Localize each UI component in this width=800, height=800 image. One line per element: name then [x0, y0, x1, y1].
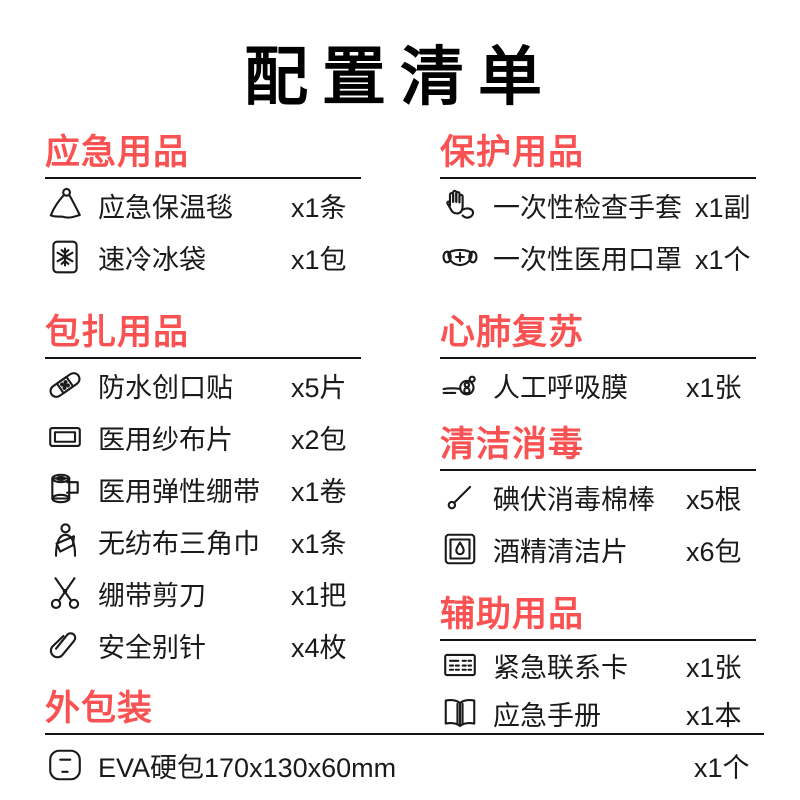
- item-qty: x6包: [686, 536, 742, 567]
- blanket-icon: [45, 185, 85, 225]
- item-label: EVA硬包170x130x60mm: [98, 752, 397, 783]
- item-label: 应急手册: [493, 700, 601, 731]
- contact-card-icon: [440, 645, 480, 685]
- ice-pack-icon: [45, 237, 85, 277]
- item-qty: x2包: [291, 424, 347, 455]
- item-label: 酒精清洁片: [493, 536, 628, 567]
- list-item: 人工呼吸膜 x1张: [440, 359, 756, 411]
- item-label: 碘伏消毒棉棒: [493, 484, 655, 515]
- gloves-icon: [440, 185, 480, 225]
- section-divider: [440, 639, 756, 641]
- list-item: 绷带剪刀 x1把: [45, 567, 361, 619]
- handbook-icon: [440, 693, 480, 733]
- list-item: 医用纱布片 x2包: [45, 411, 361, 463]
- item-qty: x1本: [686, 700, 742, 731]
- list-item: 紧急联系卡 x1张: [440, 641, 756, 689]
- face-mask-icon: [440, 237, 480, 277]
- bandaid-icon: [45, 365, 85, 405]
- section-heading: 包扎用品: [45, 313, 190, 352]
- list-item: 应急手册 x1本: [440, 689, 756, 737]
- list-item: EVA硬包170x130x60mm x1个: [45, 735, 764, 793]
- list-item: 酒精清洁片 x6包: [440, 523, 756, 575]
- section-cleaning: 清洁消毒 碘伏消毒棉棒 x5根 酒精清洁片 x6包: [440, 422, 756, 575]
- item-label: 绷带剪刀: [98, 580, 206, 611]
- section-heading: 外包装: [45, 689, 154, 728]
- section-heading: 清洁消毒: [440, 425, 585, 464]
- item-qty: x1张: [686, 652, 742, 683]
- item-qty: x1副: [695, 192, 751, 223]
- section-auxiliary: 辅助用品 紧急联系卡 x1张 应急手册 x1本: [440, 592, 756, 737]
- section-divider: [45, 177, 361, 179]
- list-item: 一次性医用口罩 x1个: [440, 231, 756, 283]
- item-qty: x1卷: [291, 476, 347, 507]
- cotton-swab-icon: [440, 477, 480, 517]
- scissors-icon: [45, 573, 85, 613]
- list-item: 安全别针 x4枚: [45, 619, 361, 671]
- item-qty: x1把: [291, 580, 347, 611]
- section-heading: 辅助用品: [440, 595, 585, 634]
- section-packaging: 外包装 EVA硬包170x130x60mm x1个: [45, 686, 764, 793]
- eva-case-icon: [45, 745, 85, 785]
- item-qty: x1包: [291, 244, 347, 275]
- item-label: 防水创口贴: [98, 372, 233, 403]
- section-cpr: 心肺复苏 人工呼吸膜 x1张: [440, 310, 756, 411]
- list-item: 一次性检查手套 x1副: [440, 179, 756, 231]
- section-divider: [440, 469, 756, 471]
- page-title: 配置清单: [244, 41, 556, 113]
- item-label: 紧急联系卡: [493, 652, 628, 683]
- list-item: 速冷冰袋 x1包: [45, 231, 361, 283]
- arm-sling-icon: [45, 521, 85, 561]
- item-qty: x4枚: [291, 632, 347, 663]
- section-heading: 应急用品: [45, 133, 190, 172]
- item-qty: x1个: [695, 244, 751, 275]
- item-label: 无纺布三角巾: [98, 528, 260, 559]
- section-divider: [45, 357, 361, 359]
- item-label: 医用弹性绷带: [98, 476, 260, 507]
- list-item: 应急保温毯 x1条: [45, 179, 361, 231]
- item-label: 速冷冰袋: [98, 244, 206, 275]
- section-heading: 保护用品: [440, 133, 585, 172]
- section-emergency: 应急用品 应急保温毯 x1条 速冷冰袋 x1包: [45, 130, 361, 283]
- section-heading: 心肺复苏: [440, 313, 585, 352]
- item-qty: x1条: [291, 192, 347, 223]
- section-divider: [440, 177, 756, 179]
- list-item: 防水创口贴 x5片: [45, 359, 361, 411]
- item-qty: x1个: [694, 752, 750, 783]
- item-label: 应急保温毯: [98, 192, 233, 223]
- item-label: 安全别针: [98, 632, 206, 663]
- section-bandaging: 包扎用品 防水创口贴 x5片 医用纱布片 x2包 医用弹性绷带 x1卷: [45, 310, 361, 671]
- list-item: 碘伏消毒棉棒 x5根: [440, 471, 756, 523]
- item-label: 人工呼吸膜: [493, 372, 628, 403]
- section-divider: [440, 357, 756, 359]
- alcohol-pad-icon: [440, 529, 480, 569]
- item-label: 医用纱布片: [98, 424, 233, 455]
- item-label: 一次性检查手套: [493, 192, 682, 223]
- section-protection: 保护用品 一次性检查手套 x1副 一次性医用口罩 x1个: [440, 130, 756, 283]
- list-item: 无纺布三角巾 x1条: [45, 515, 361, 567]
- cpr-shield-icon: [440, 365, 480, 405]
- item-label: 一次性医用口罩: [493, 244, 682, 275]
- section-divider: [45, 733, 764, 735]
- gauze-icon: [45, 417, 85, 457]
- item-qty: x1条: [291, 528, 347, 559]
- safety-pin-icon: [45, 625, 85, 665]
- bandage-roll-icon: [45, 469, 85, 509]
- item-qty: x5根: [686, 484, 742, 515]
- item-qty: x5片: [291, 372, 347, 403]
- list-item: 医用弹性绷带 x1卷: [45, 463, 361, 515]
- item-qty: x1张: [686, 372, 742, 403]
